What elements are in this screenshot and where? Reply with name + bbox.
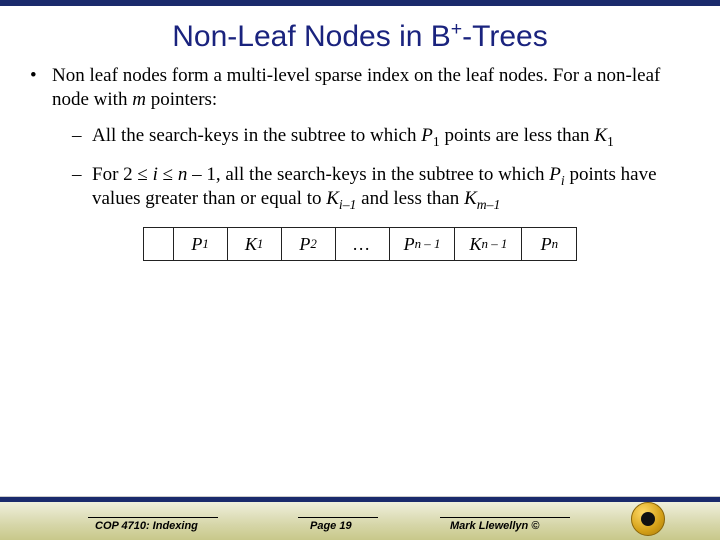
- slide-footer: COP 4710: Indexing Page 19 Mark Llewelly…: [0, 496, 720, 540]
- dash-2: –: [72, 163, 92, 211]
- footer-rule-3: [440, 517, 570, 518]
- node-structure-diagram: P1K1P2…Pn – 1Kn – 1Pn: [30, 227, 690, 262]
- sub-bullet-2: – For 2 ≤ i ≤ n – 1, all the search-keys…: [72, 163, 690, 211]
- footer-accent-bar: [0, 497, 720, 502]
- node-cell: Pn: [522, 228, 576, 261]
- footer-rule-1: [88, 517, 218, 518]
- slide-title: Non-Leaf Nodes in B+-Trees: [0, 6, 720, 64]
- title-sup: +: [451, 18, 462, 40]
- sub-bullet-list: – All the search-keys in the subtree to …: [30, 124, 690, 211]
- node-cell: K1: [228, 228, 282, 261]
- footer-course: COP 4710: Indexing: [95, 520, 198, 532]
- node-cell: [144, 228, 174, 261]
- title-post: -Trees: [462, 20, 548, 53]
- node-table: P1K1P2…Pn – 1Kn – 1Pn: [143, 227, 578, 262]
- footer-author: Mark Llewellyn ©: [450, 520, 539, 532]
- footer-page: Page 19: [310, 520, 352, 532]
- bullet-dot: •: [30, 64, 52, 112]
- bullet-text: Non leaf nodes form a multi-level sparse…: [52, 64, 690, 112]
- node-cell: P2: [282, 228, 336, 261]
- dash-1: –: [72, 124, 92, 148]
- ucf-logo-icon: [631, 502, 665, 536]
- node-cell: Pn – 1: [390, 228, 456, 261]
- footer-background: COP 4710: Indexing Page 19 Mark Llewelly…: [0, 496, 720, 540]
- sub-bullet-1: – All the search-keys in the subtree to …: [72, 124, 690, 148]
- bullet-main: • Non leaf nodes form a multi-level spar…: [30, 64, 690, 112]
- title-pre: Non-Leaf Nodes in B: [172, 20, 451, 53]
- node-cell: Kn – 1: [455, 228, 522, 261]
- footer-rule-2: [298, 517, 378, 518]
- node-cell: …: [336, 228, 390, 261]
- node-cell: P1: [174, 228, 228, 261]
- slide-content: • Non leaf nodes form a multi-level spar…: [0, 64, 720, 261]
